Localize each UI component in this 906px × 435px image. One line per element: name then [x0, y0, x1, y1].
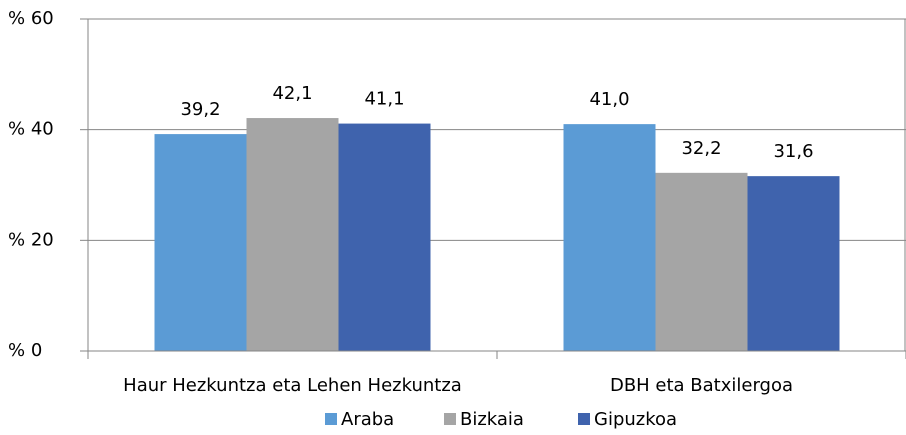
value-label: 39,2 [180, 99, 220, 120]
y-tick-label: % 20 [8, 229, 54, 250]
bar [246, 118, 339, 352]
bar [655, 172, 748, 351]
y-tick-label: % 0 [8, 340, 42, 361]
legend-label: Gipuzkoa [594, 409, 677, 430]
value-label: 42,1 [272, 83, 312, 104]
value-label: 41,1 [364, 89, 404, 110]
bar [154, 134, 247, 351]
value-label: 41,0 [589, 89, 629, 110]
legend-label: Bizkaia [460, 409, 524, 430]
bar [338, 123, 431, 351]
x-tick-label: DBH eta Batxilergoa [610, 375, 793, 396]
legend-label: Araba [341, 409, 394, 430]
bar [563, 124, 656, 351]
x-tick-label: Haur Hezkuntza eta Lehen Hezkuntza [123, 375, 462, 396]
value-label: 32,2 [681, 138, 721, 159]
legend-swatch [325, 413, 337, 425]
legend-swatch [578, 413, 590, 425]
value-label: 31,6 [773, 141, 813, 162]
y-tick-label: % 40 [8, 119, 54, 140]
y-tick-label: % 60 [8, 8, 54, 29]
legend-swatch [444, 413, 456, 425]
bar [747, 176, 840, 351]
